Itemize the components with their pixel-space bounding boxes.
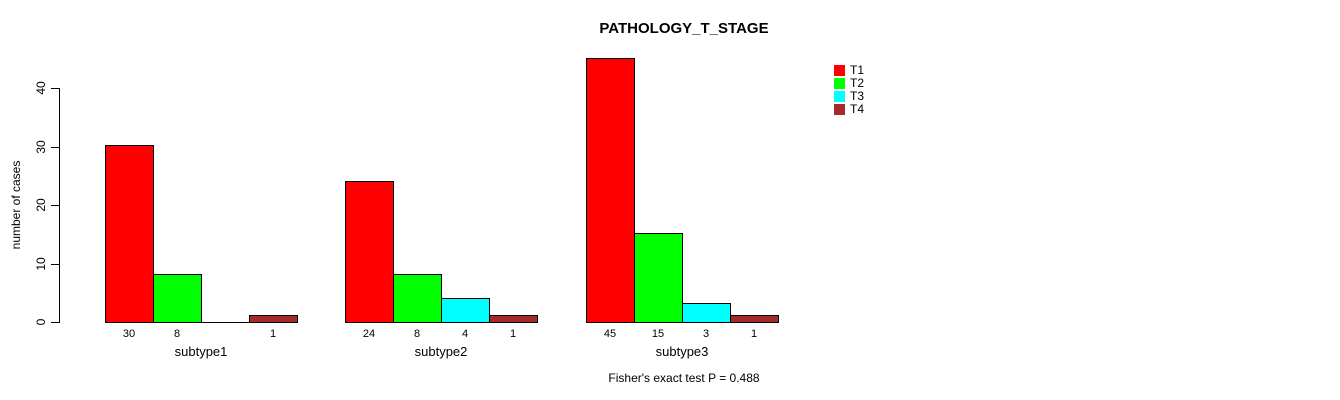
y-tick-label: 30 <box>34 140 48 154</box>
y-tick-label: 20 <box>34 198 48 212</box>
bar-value-label-T4-subtype2: 1 <box>509 328 517 340</box>
legend-item-T1: T1 <box>834 64 864 77</box>
bar-T2-subtype2 <box>393 274 442 323</box>
bar-T2-subtype1 <box>153 274 202 323</box>
legend-label-T1: T1 <box>850 63 865 77</box>
y-tick-label: 10 <box>34 257 48 271</box>
bar-value-label-T1-subtype3: 45 <box>603 328 617 340</box>
legend-swatch-T1 <box>834 65 845 76</box>
bar-value-label-T3-subtype3: 3 <box>702 328 710 340</box>
y-axis-label: number of cases <box>9 160 23 250</box>
legend-label-T2: T2 <box>850 76 865 90</box>
bar-value-label-T4-subtype1: 1 <box>269 328 277 340</box>
bar-value-label-T3-subtype2: 4 <box>461 328 469 340</box>
bar-value-label-T4-subtype3: 1 <box>750 328 758 340</box>
category-label-subtype3: subtype3 <box>655 344 709 359</box>
y-tick-label: 0 <box>34 318 48 326</box>
legend-swatch-T2 <box>834 78 845 89</box>
bar-T4-subtype3 <box>730 315 779 323</box>
legend: T1 T2 T3 T4 <box>834 64 864 116</box>
bar-T1-subtype2 <box>345 181 394 323</box>
legend-swatch-T3 <box>834 91 845 102</box>
y-tick <box>51 205 60 206</box>
bar-T3-subtype1 <box>201 322 250 323</box>
bar-T3-subtype2 <box>441 298 490 323</box>
legend-item-T3: T3 <box>834 90 864 103</box>
category-label-subtype1: subtype1 <box>174 344 228 359</box>
stat-test-annotation: Fisher's exact test P = 0.488 <box>608 371 760 385</box>
bar-value-label-T2-subtype1: 8 <box>173 328 181 340</box>
y-tick <box>51 264 60 265</box>
legend-swatch-T4 <box>834 104 845 115</box>
bar-T4-subtype2 <box>489 315 538 323</box>
y-tick-label: 40 <box>34 81 48 95</box>
bar-value-label-T1-subtype1: 30 <box>122 328 136 340</box>
bar-T1-subtype1 <box>105 145 154 323</box>
y-tick <box>51 147 60 148</box>
bar-T3-subtype3 <box>682 303 731 323</box>
bar-value-label-T2-subtype3: 15 <box>651 328 665 340</box>
bar-T2-subtype3 <box>634 233 683 323</box>
y-tick <box>51 88 60 89</box>
chart-title: PATHOLOGY_T_STAGE <box>599 20 769 37</box>
legend-label-T4: T4 <box>850 102 865 116</box>
category-label-subtype2: subtype2 <box>414 344 468 359</box>
bar-T4-subtype1 <box>249 315 298 323</box>
bar-value-label-T1-subtype2: 24 <box>362 328 376 340</box>
y-tick <box>51 322 60 323</box>
bar-value-label-T2-subtype2: 8 <box>413 328 421 340</box>
legend-label-T3: T3 <box>850 89 865 103</box>
legend-item-T2: T2 <box>834 77 864 90</box>
legend-item-T4: T4 <box>834 103 864 116</box>
bar-T1-subtype3 <box>586 58 635 323</box>
